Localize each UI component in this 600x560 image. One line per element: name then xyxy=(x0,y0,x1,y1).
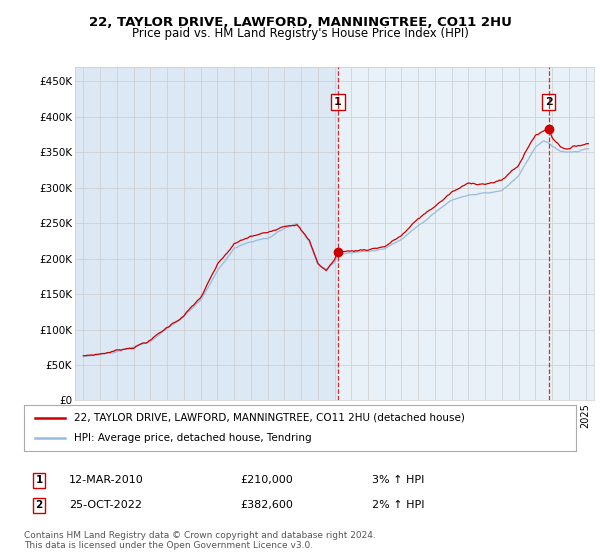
Text: 22, TAYLOR DRIVE, LAWFORD, MANNINGTREE, CO11 2HU (detached house): 22, TAYLOR DRIVE, LAWFORD, MANNINGTREE, … xyxy=(74,413,464,423)
Text: 22, TAYLOR DRIVE, LAWFORD, MANNINGTREE, CO11 2HU: 22, TAYLOR DRIVE, LAWFORD, MANNINGTREE, … xyxy=(89,16,511,29)
Text: 2% ↑ HPI: 2% ↑ HPI xyxy=(372,500,425,510)
Text: 2: 2 xyxy=(545,97,553,107)
Text: 1: 1 xyxy=(35,475,43,486)
Text: 12-MAR-2010: 12-MAR-2010 xyxy=(69,475,144,486)
Text: 2: 2 xyxy=(35,500,43,510)
Text: 3% ↑ HPI: 3% ↑ HPI xyxy=(372,475,424,486)
Bar xyxy=(338,67,594,400)
Text: 25-OCT-2022: 25-OCT-2022 xyxy=(69,500,142,510)
Text: £382,600: £382,600 xyxy=(240,500,293,510)
Text: Price paid vs. HM Land Registry's House Price Index (HPI): Price paid vs. HM Land Registry's House … xyxy=(131,27,469,40)
Text: Contains HM Land Registry data © Crown copyright and database right 2024.
This d: Contains HM Land Registry data © Crown c… xyxy=(24,531,376,550)
Text: 1: 1 xyxy=(334,97,342,107)
Text: HPI: Average price, detached house, Tendring: HPI: Average price, detached house, Tend… xyxy=(74,433,311,443)
Text: £210,000: £210,000 xyxy=(240,475,293,486)
